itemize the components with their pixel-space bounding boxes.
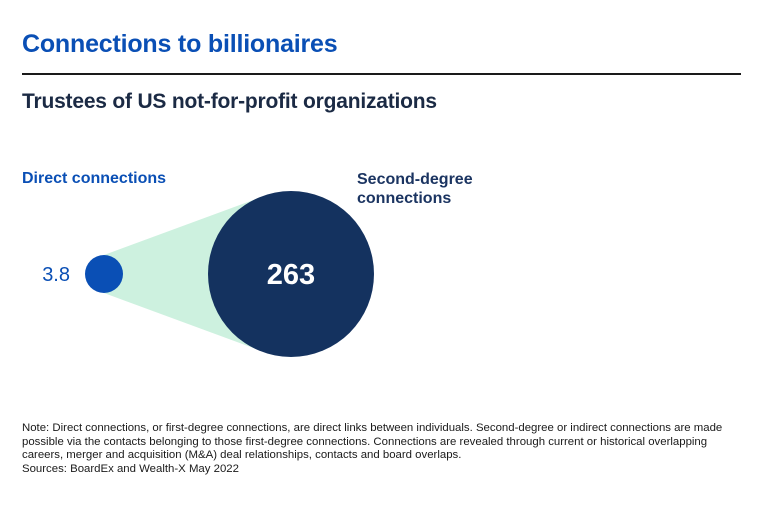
bubble-direct [85, 255, 123, 293]
direct-connections-label: Direct connections [22, 170, 167, 187]
chart-subtitle: Trustees of US not-for-profit organizati… [22, 90, 437, 113]
direct-value-label: 3.8 [42, 264, 70, 286]
second-degree-label-line2: connections [357, 190, 452, 207]
chart-title: Connections to billionaires [22, 30, 338, 58]
title-divider [22, 73, 741, 75]
second-degree-value-label: 263 [267, 259, 315, 291]
note-text: Note: Direct connections, or first-degre… [22, 422, 723, 462]
sources-text: Sources: BoardEx and Wealth-X May 2022 [22, 462, 239, 475]
bubble-second-degree [208, 191, 374, 357]
second-degree-label-line1: Second-degree [357, 171, 473, 188]
bubble-chart: 3.8 263 [42, 191, 374, 357]
second-degree-connections-label: Second-degree connections [357, 170, 537, 208]
footnote: Note: Direct connections, or first-degre… [22, 422, 742, 476]
